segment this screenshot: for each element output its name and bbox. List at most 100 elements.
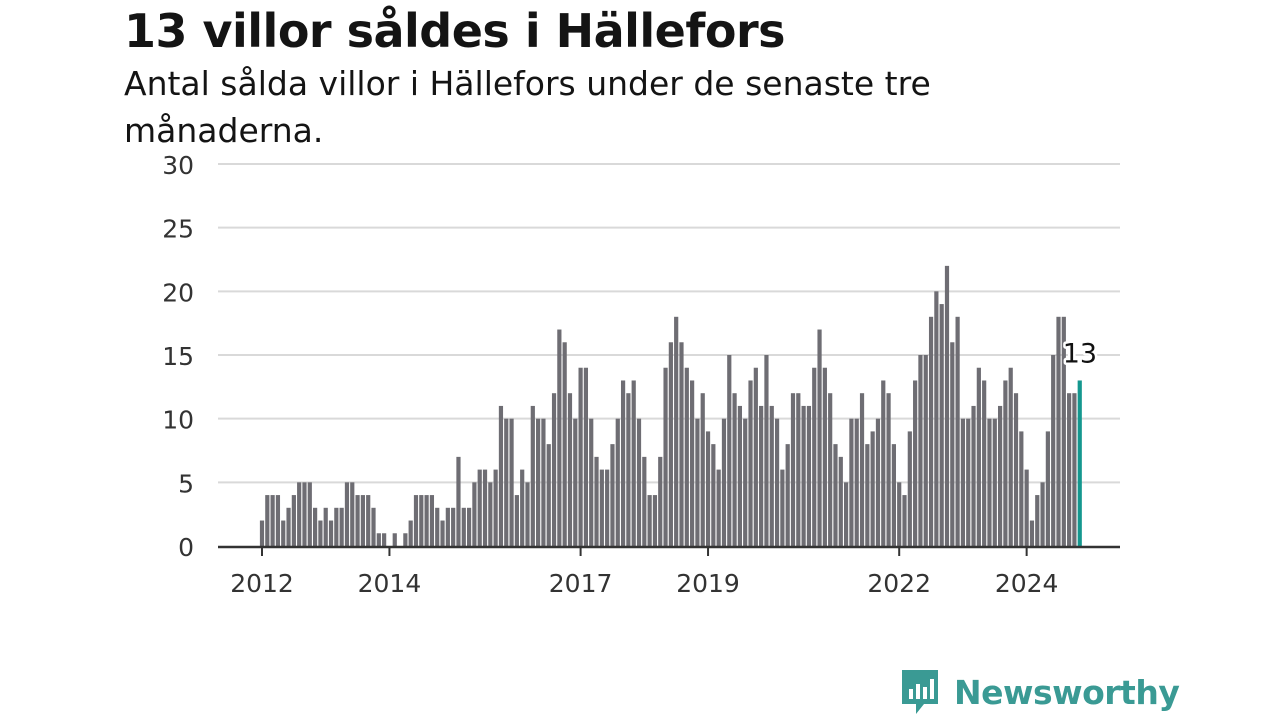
bar <box>541 418 546 546</box>
bar <box>652 495 658 546</box>
bar <box>721 418 727 546</box>
bar <box>424 495 429 546</box>
bar <box>647 495 652 546</box>
bar <box>769 405 774 546</box>
bar <box>918 355 923 546</box>
bar <box>891 444 896 546</box>
x-tick-label: 2024 <box>995 569 1059 598</box>
bar <box>328 520 334 546</box>
bar <box>695 418 700 546</box>
bar <box>259 520 265 546</box>
highlighted-bar <box>1077 380 1082 546</box>
bar <box>907 431 912 546</box>
bar <box>1040 482 1045 546</box>
bar <box>509 418 514 546</box>
bar <box>700 393 705 546</box>
bar <box>732 393 737 546</box>
bar <box>668 342 673 546</box>
bar <box>944 265 950 546</box>
bar <box>610 444 615 546</box>
bar <box>923 355 928 546</box>
bar <box>705 431 711 546</box>
bar <box>785 444 790 546</box>
bar <box>854 418 859 546</box>
bar <box>440 520 445 546</box>
bar <box>488 482 493 546</box>
bar <box>1019 431 1024 546</box>
bar <box>1008 367 1013 546</box>
bar <box>881 380 886 546</box>
bar <box>822 367 827 546</box>
bar <box>318 520 323 546</box>
bar <box>796 393 801 546</box>
bar <box>567 393 573 546</box>
bar <box>493 469 498 546</box>
chart-subtitle: Antal sålda villor i Hällefors under de … <box>124 64 931 150</box>
bar <box>737 405 742 546</box>
bar <box>870 431 875 546</box>
bar <box>1029 520 1035 546</box>
bar <box>344 482 350 546</box>
y-tick-label: 5 <box>178 469 194 498</box>
bar <box>913 380 918 546</box>
bar <box>477 469 482 546</box>
bar <box>297 482 302 546</box>
bar <box>631 380 636 546</box>
bar <box>780 469 785 546</box>
x-axis-ticks: 2012 2014 2017 2019 2022 2024 <box>230 547 1058 598</box>
bar <box>605 469 610 546</box>
bar <box>934 291 939 546</box>
bar <box>790 393 796 546</box>
bar <box>971 405 976 546</box>
bar <box>520 469 525 546</box>
bar <box>759 405 764 546</box>
newsworthy-logo-icon <box>902 670 938 714</box>
bar <box>748 380 753 546</box>
bar <box>828 393 833 546</box>
bar <box>525 482 530 546</box>
bar <box>461 507 466 546</box>
bar <box>573 418 578 546</box>
bar <box>599 469 604 546</box>
bar <box>764 355 769 546</box>
bar <box>429 495 435 546</box>
bar <box>663 367 668 546</box>
bar <box>928 316 934 546</box>
bar <box>886 393 891 546</box>
y-tick-label: 30 <box>162 151 194 180</box>
bar <box>987 418 992 546</box>
bar <box>403 533 408 546</box>
bar <box>392 533 397 546</box>
bar <box>955 316 960 546</box>
bar <box>334 507 339 546</box>
bar <box>408 520 413 546</box>
bar <box>302 482 307 546</box>
bar <box>557 329 562 546</box>
bar <box>1035 495 1040 546</box>
bar <box>997 405 1003 546</box>
bar <box>445 507 450 546</box>
bar <box>530 405 535 546</box>
bar <box>982 380 987 546</box>
bar <box>1024 469 1029 546</box>
bar <box>281 520 286 546</box>
bar <box>684 367 689 546</box>
bar <box>833 444 838 546</box>
x-tick-label: 2022 <box>867 569 931 598</box>
brand-name: Newsworthy <box>954 672 1180 712</box>
bar <box>472 482 477 546</box>
bar <box>1051 355 1056 546</box>
bar <box>360 495 365 546</box>
bar <box>838 456 843 546</box>
bar <box>286 507 291 546</box>
x-tick-label: 2017 <box>549 569 613 598</box>
bar <box>865 444 870 546</box>
bar <box>355 495 360 546</box>
bar <box>992 418 997 546</box>
bar <box>339 507 344 546</box>
bar <box>466 507 472 546</box>
bar <box>875 418 881 546</box>
bar <box>265 495 270 546</box>
bar <box>594 456 599 546</box>
bar <box>753 367 758 546</box>
